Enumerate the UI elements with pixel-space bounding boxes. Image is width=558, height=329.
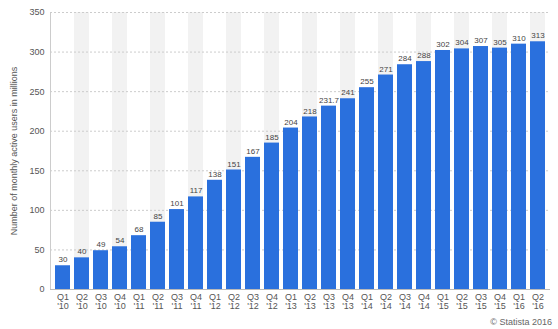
- svg-text:Q2'14: Q2'14: [380, 292, 392, 311]
- svg-text:241: 241: [341, 88, 355, 97]
- svg-text:300: 300: [29, 47, 44, 57]
- svg-text:302: 302: [436, 40, 450, 49]
- svg-text:305: 305: [493, 38, 507, 47]
- svg-text:Q1'11: Q1'11: [133, 292, 145, 311]
- svg-text:307: 307: [474, 36, 488, 45]
- svg-text:Q4'13: Q4'13: [342, 292, 354, 311]
- svg-text:Q2'15: Q2'15: [456, 292, 468, 311]
- svg-text:310: 310: [512, 34, 526, 43]
- svg-text:Q4'14: Q4'14: [418, 292, 430, 311]
- svg-text:Q1'10: Q1'10: [57, 292, 69, 311]
- svg-text:Q3'15: Q3'15: [475, 292, 487, 311]
- svg-text:0: 0: [39, 284, 44, 294]
- svg-text:Q3'14: Q3'14: [399, 292, 411, 311]
- svg-text:Q4'10: Q4'10: [114, 292, 126, 311]
- svg-text:284: 284: [398, 54, 412, 63]
- svg-text:350: 350: [29, 7, 44, 17]
- svg-text:Q2'10: Q2'10: [76, 292, 88, 311]
- svg-text:54: 54: [116, 236, 125, 245]
- svg-text:271: 271: [379, 65, 393, 74]
- svg-text:100: 100: [29, 205, 44, 215]
- svg-text:30: 30: [59, 255, 68, 264]
- svg-text:40: 40: [78, 247, 87, 256]
- svg-text:Q2'11: Q2'11: [152, 292, 164, 311]
- svg-text:Q4'11: Q4'11: [190, 292, 202, 311]
- svg-text:Q1'16: Q1'16: [513, 292, 525, 311]
- svg-text:Q2'13: Q2'13: [304, 292, 316, 311]
- svg-text:Q1'15: Q1'15: [437, 292, 449, 311]
- svg-text:138: 138: [208, 170, 222, 179]
- svg-text:117: 117: [190, 186, 203, 195]
- svg-text:231.7: 231.7: [319, 96, 340, 105]
- svg-text:150: 150: [29, 166, 44, 176]
- svg-text:85: 85: [154, 212, 163, 221]
- svg-text:Q1'13: Q1'13: [285, 292, 297, 311]
- svg-text:304: 304: [455, 38, 469, 47]
- svg-text:Q3'12: Q3'12: [247, 292, 259, 311]
- svg-text:68: 68: [135, 225, 144, 234]
- svg-text:255: 255: [360, 77, 374, 86]
- svg-text:Q4'15: Q4'15: [494, 292, 506, 311]
- svg-text:151: 151: [227, 160, 241, 169]
- svg-text:Q3'10: Q3'10: [95, 292, 107, 311]
- svg-text:288: 288: [417, 51, 431, 60]
- svg-text:Q4'12: Q4'12: [266, 292, 278, 311]
- svg-text:Q3'13: Q3'13: [323, 292, 335, 311]
- html-text:© Statista 2016: © Statista 2016: [490, 317, 552, 327]
- svg-text:Q2'12: Q2'12: [228, 292, 240, 311]
- svg-text:200: 200: [29, 126, 44, 136]
- svg-text:313: 313: [531, 31, 545, 40]
- svg-text:Q1'12: Q1'12: [209, 292, 221, 311]
- svg-text:49: 49: [97, 240, 106, 249]
- svg-text:185: 185: [265, 133, 279, 142]
- svg-text:250: 250: [29, 87, 44, 97]
- svg-text:204: 204: [284, 118, 298, 127]
- svg-text:Number of monthly active users: Number of monthly active users in millio…: [9, 66, 19, 235]
- svg-text:Q2'16: Q2'16: [532, 292, 544, 311]
- svg-text:167: 167: [246, 147, 260, 156]
- svg-text:50: 50: [34, 245, 44, 255]
- svg-text:218: 218: [303, 107, 317, 116]
- svg-text:Q1'14: Q1'14: [361, 292, 373, 311]
- svg-text:101: 101: [170, 199, 184, 208]
- svg-text:Q3'11: Q3'11: [171, 292, 183, 311]
